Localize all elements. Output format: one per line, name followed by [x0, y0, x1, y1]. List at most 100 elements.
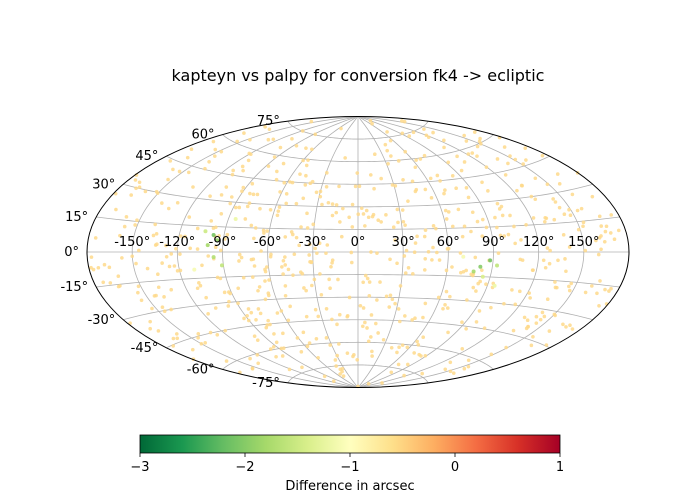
- data-point: [466, 358, 471, 363]
- data-point: [219, 212, 224, 216]
- data-point: [395, 261, 399, 266]
- data-point: [390, 297, 395, 302]
- data-point: [203, 341, 207, 345]
- data-point: [286, 318, 291, 323]
- data-point: [369, 250, 373, 254]
- data-point: [602, 239, 607, 244]
- data-point: [160, 201, 164, 205]
- data-point: [283, 255, 287, 259]
- data-point: [318, 189, 323, 194]
- data-point: [603, 229, 608, 234]
- data-point: [396, 307, 401, 311]
- longitude-tick-label: 150°: [568, 235, 599, 250]
- data-point: [415, 234, 419, 239]
- data-point: [436, 295, 441, 300]
- data-point: [474, 320, 479, 324]
- latitude-tick-label: -15°: [60, 280, 88, 295]
- data-point: [541, 258, 546, 263]
- data-point: [428, 176, 433, 181]
- data-point: [478, 264, 483, 269]
- data-point: [451, 371, 456, 375]
- data-point: [358, 303, 363, 308]
- data-point: [446, 330, 450, 335]
- data-point: [429, 196, 434, 200]
- data-point: [413, 241, 418, 245]
- data-point: [219, 149, 224, 154]
- data-point: [279, 309, 284, 313]
- colorbar-label: Difference in arcsec: [285, 479, 414, 494]
- data-point: [325, 243, 330, 247]
- data-point: [552, 217, 557, 222]
- parallel-line: [123, 296, 593, 321]
- data-point: [134, 261, 138, 266]
- data-point: [89, 255, 94, 259]
- data-point: [372, 186, 376, 191]
- data-point: [495, 201, 500, 206]
- data-point: [337, 342, 341, 346]
- data-point: [480, 217, 485, 222]
- data-point: [534, 314, 539, 319]
- data-point: [280, 354, 285, 358]
- data-point: [330, 317, 334, 322]
- data-point: [543, 265, 548, 270]
- latitude-tick-label: 60°: [191, 128, 214, 143]
- latitude-tick-label: -60°: [187, 362, 215, 377]
- chart-title: kapteyn vs palpy for conversion fk4 -> e…: [172, 66, 545, 85]
- data-point: [279, 346, 284, 351]
- data-point: [299, 350, 304, 354]
- data-point: [166, 177, 170, 182]
- data-point: [475, 144, 480, 149]
- data-point: [304, 288, 308, 293]
- data-point: [393, 301, 397, 306]
- data-point: [389, 345, 394, 350]
- data-point: [375, 298, 379, 302]
- data-point: [376, 218, 381, 222]
- colorbar-gradient: [139, 434, 561, 454]
- data-point: [506, 161, 510, 166]
- data-point: [482, 326, 487, 330]
- data-point: [156, 272, 160, 277]
- latitude-tick-label: 45°: [135, 149, 158, 164]
- data-point: [153, 222, 157, 227]
- data-point: [251, 275, 255, 279]
- data-point: [444, 268, 449, 273]
- data-point: [400, 208, 405, 212]
- data-point: [93, 236, 98, 240]
- data-point: [267, 293, 271, 298]
- data-point: [169, 307, 173, 312]
- data-point: [480, 180, 484, 185]
- colorbar-tick-label: −2: [235, 460, 254, 475]
- longitude-tick-label: -60°: [254, 235, 282, 250]
- data-point: [164, 243, 168, 248]
- data-point: [240, 189, 244, 193]
- data-point: [306, 158, 310, 162]
- data-point: [590, 194, 595, 199]
- data-point: [444, 289, 449, 294]
- data-point: [215, 275, 220, 280]
- data-point: [265, 229, 269, 233]
- data-point: [503, 173, 508, 177]
- data-point: [341, 206, 345, 211]
- data-point: [398, 284, 403, 288]
- data-point: [255, 353, 260, 357]
- data-point: [337, 312, 342, 317]
- latitude-tick-label: 30°: [92, 177, 115, 192]
- data-point: [401, 178, 405, 182]
- longitude-tick-label: 120°: [523, 235, 554, 250]
- data-point: [478, 279, 482, 284]
- data-point: [139, 298, 144, 303]
- data-point: [341, 374, 346, 378]
- data-point: [570, 327, 575, 331]
- longitude-tick-label: -90°: [209, 235, 237, 250]
- parallel-line: [222, 134, 494, 163]
- colorbar-ticks: −3 −2 −1 0 1: [130, 453, 564, 475]
- data-point: [185, 155, 190, 160]
- data-point: [450, 265, 454, 269]
- data-point: [520, 183, 524, 188]
- data-point: [154, 293, 158, 298]
- data-point: [307, 253, 311, 257]
- data-point: [497, 207, 502, 211]
- data-point: [504, 345, 508, 350]
- data-point: [424, 133, 429, 138]
- data-point: [426, 250, 431, 254]
